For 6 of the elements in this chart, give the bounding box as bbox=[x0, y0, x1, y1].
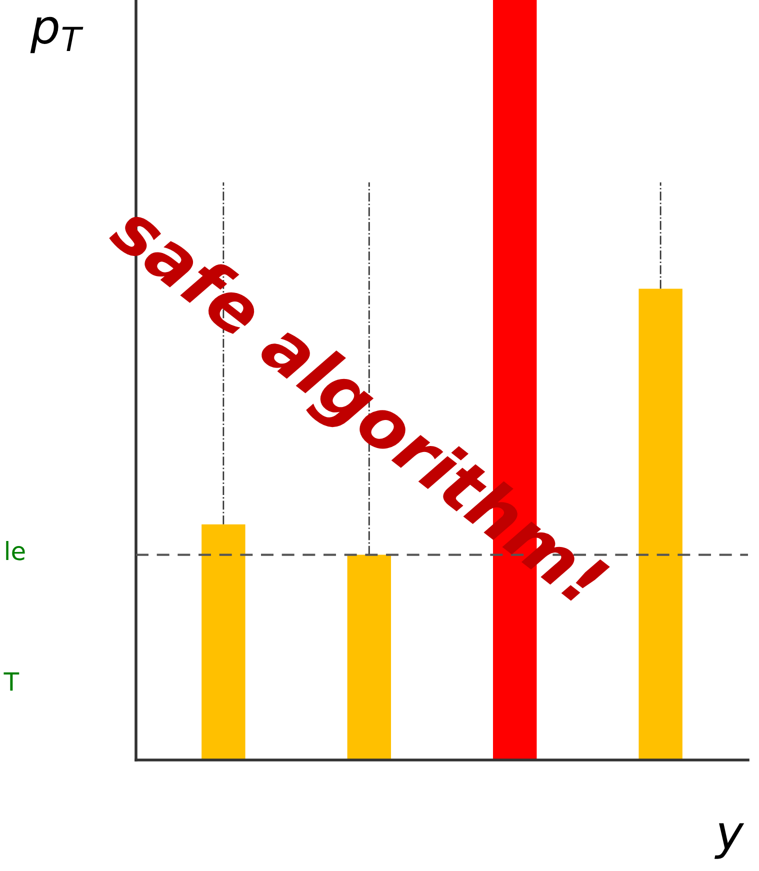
y-axis-title: p$_{T}$ bbox=[30, 16, 84, 54]
bar bbox=[202, 524, 246, 760]
bar bbox=[638, 288, 682, 760]
text: T bbox=[4, 672, 20, 691]
text: le bbox=[6, 540, 25, 560]
x-axis-title: y bbox=[714, 823, 744, 859]
